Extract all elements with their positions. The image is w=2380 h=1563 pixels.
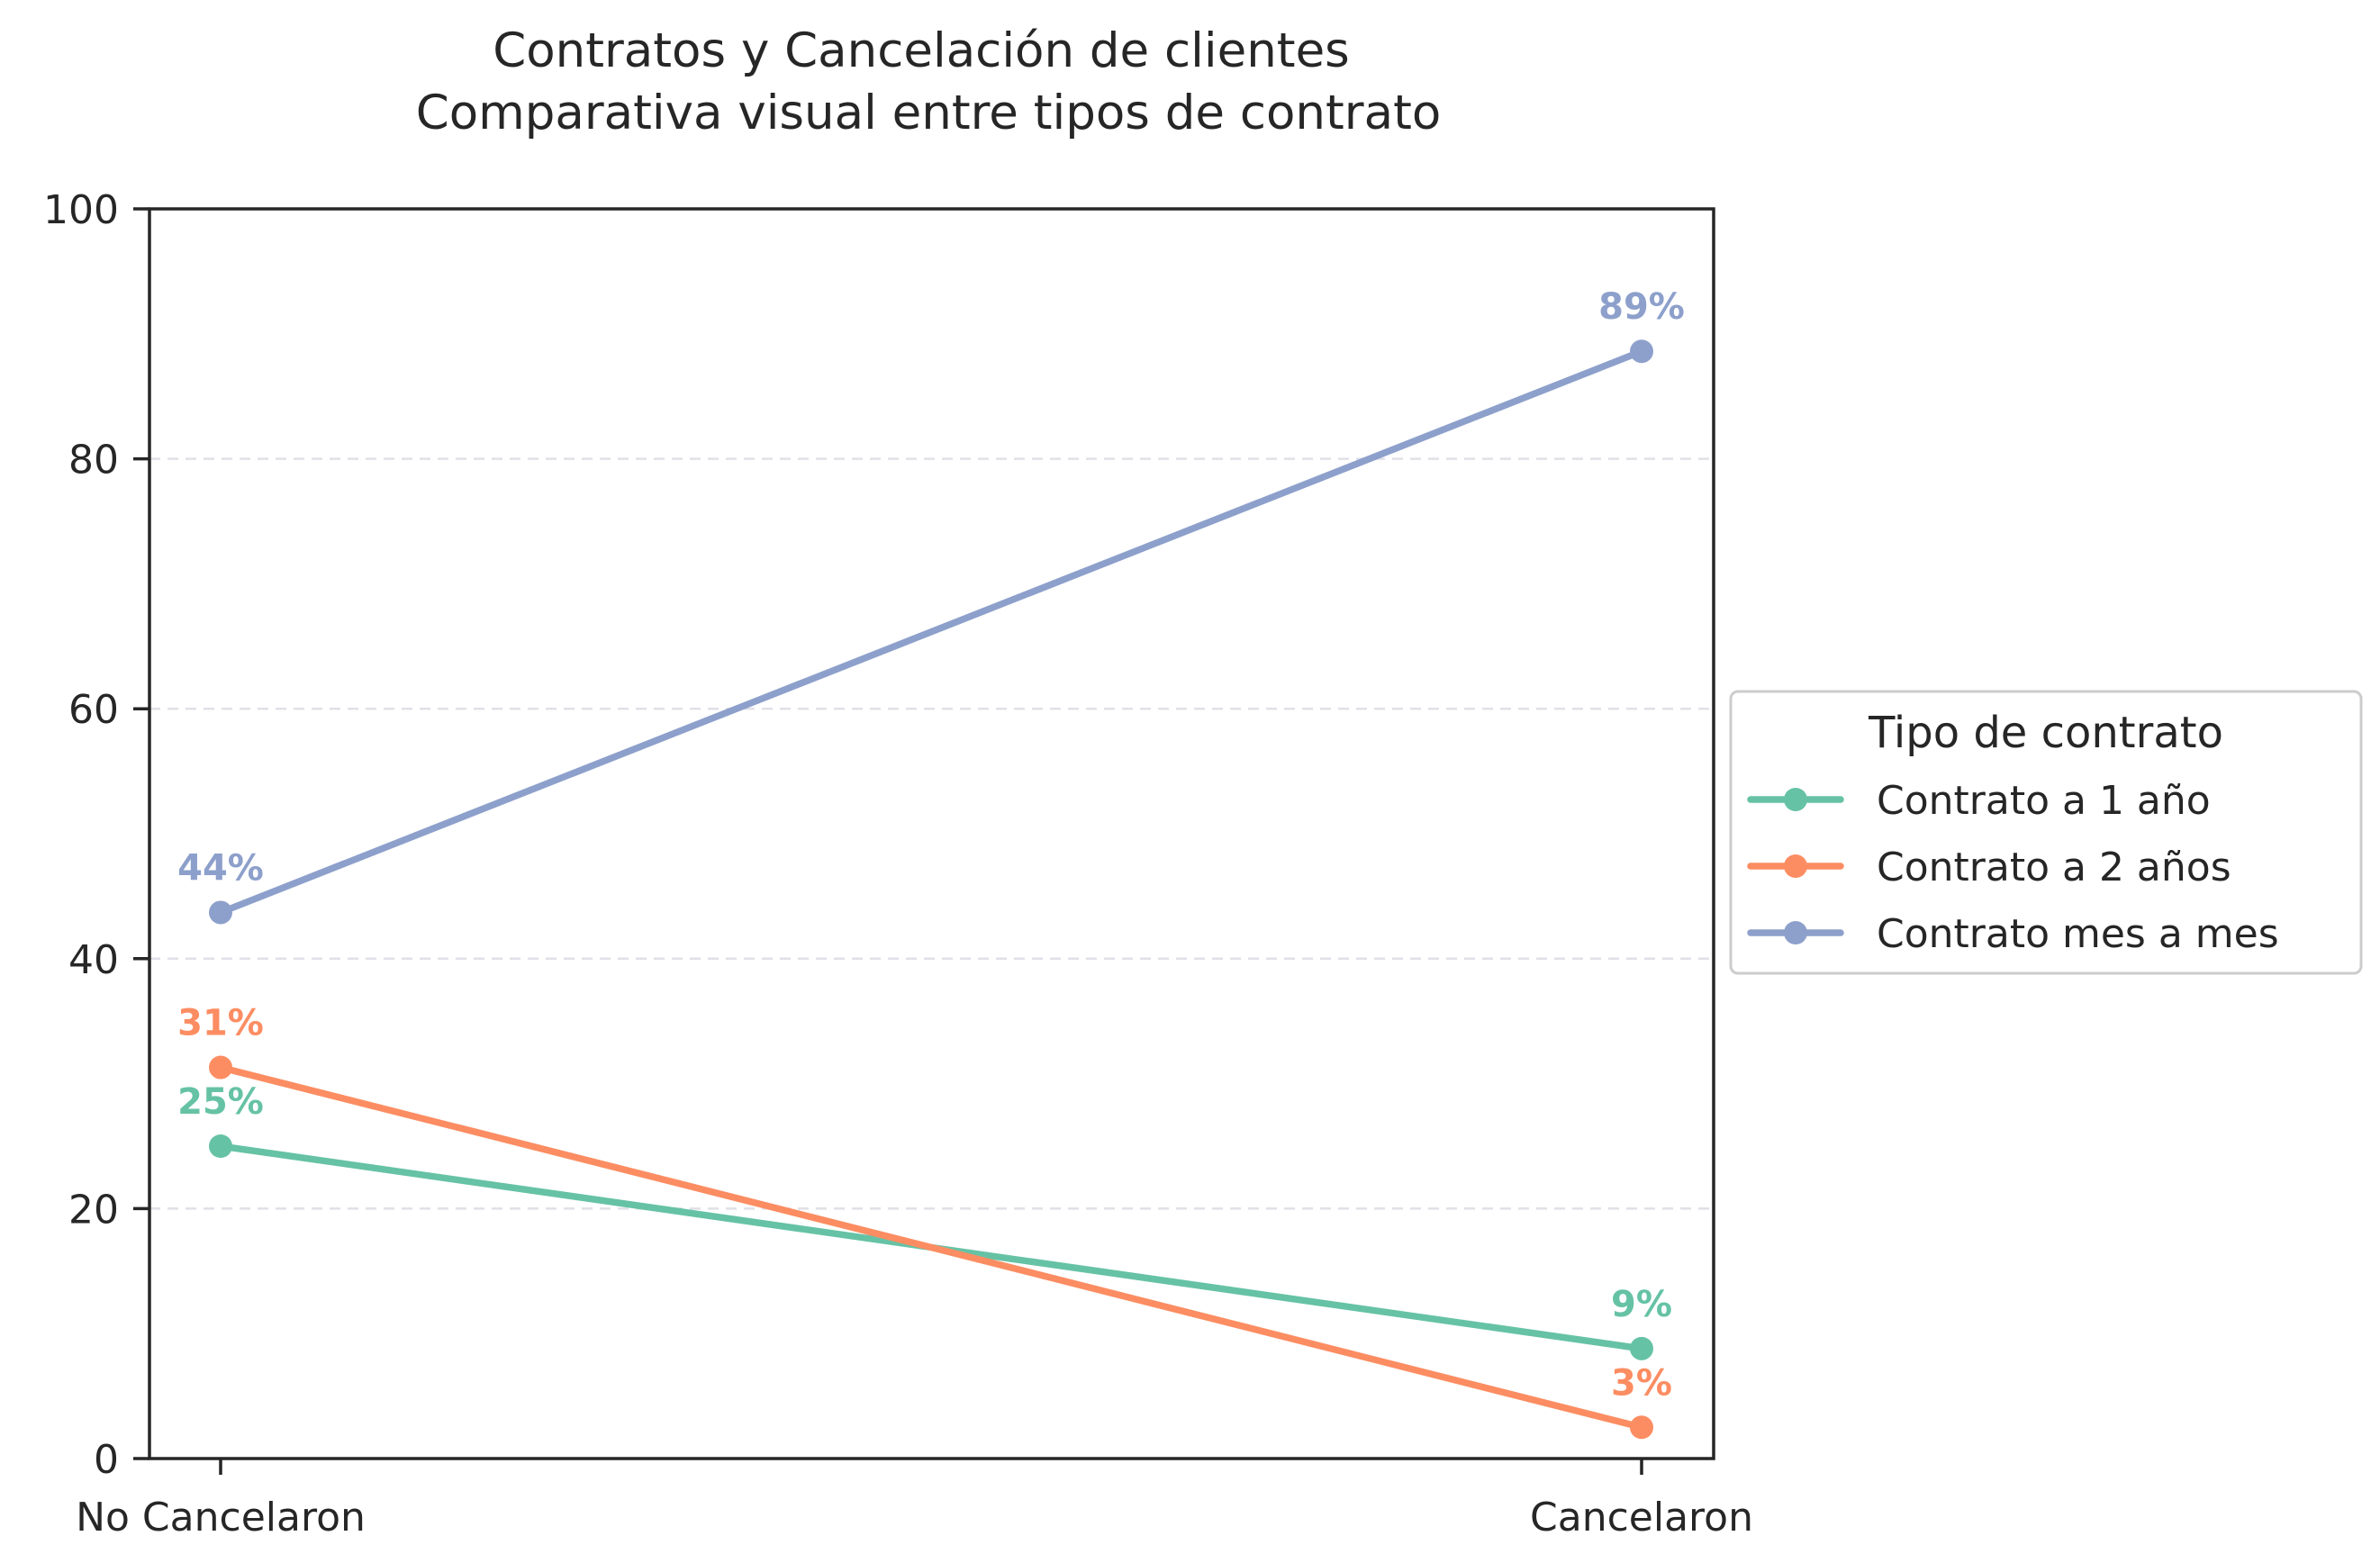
legend-title: Tipo de contrato <box>1868 708 2223 758</box>
series-line <box>217 1063 1645 1432</box>
plot-frame <box>148 207 1715 1460</box>
y-tick-label: 60 <box>68 687 119 733</box>
legend-box <box>1729 690 2363 975</box>
legend-label: Contrato a 1 año <box>1877 778 2211 824</box>
series-3: 44% 89% <box>177 286 1685 925</box>
data-point <box>1630 1415 1653 1440</box>
data-point <box>209 1055 232 1080</box>
legend-item: Contrato a 1 año <box>1747 778 2211 824</box>
series-1: 25% 9% <box>177 1081 1672 1360</box>
data-label: 31% <box>177 1003 264 1044</box>
axes: 0 20 40 60 80 100 No Cancelaron Cancelaron <box>43 187 1753 1540</box>
data-label: 44% <box>177 847 264 889</box>
legend-swatch-marker <box>1784 788 1807 811</box>
y-tick-label: 80 <box>68 438 119 483</box>
legend-item: Contrato mes a mes <box>1747 911 2279 957</box>
series-line <box>217 348 1645 917</box>
data-label: 89% <box>1598 286 1685 328</box>
y-tick-label: 20 <box>68 1187 119 1233</box>
legend-label: Contrato mes a mes <box>1877 911 2279 957</box>
data-label: 25% <box>177 1081 264 1123</box>
plot-border <box>148 207 1715 1460</box>
y-tick-label: 40 <box>68 937 119 983</box>
x-tick-label: Cancelaron <box>1530 1495 1753 1540</box>
data-label: 3% <box>1611 1362 1672 1404</box>
data-point <box>1630 1336 1653 1360</box>
legend-label: Contrato a 2 años <box>1877 845 2231 890</box>
y-tick-label: 100 <box>43 187 119 233</box>
chart-subtitle: Comparativa visual entre tipos de contra… <box>416 86 1442 140</box>
y-tick-label: 0 <box>94 1437 119 1483</box>
data-point <box>1630 339 1653 364</box>
chart-title: Contratos y Cancelación de clientes <box>493 23 1350 78</box>
series-group: 25% 9% 31% 3% 44% 89% <box>177 286 1685 1440</box>
x-tick-label: No Cancelaron <box>76 1495 366 1540</box>
data-point <box>209 1134 232 1158</box>
series-2: 31% 3% <box>177 1003 1672 1440</box>
legend-item: Contrato a 2 años <box>1747 845 2231 890</box>
data-point <box>209 900 232 925</box>
data-label: 9% <box>1611 1284 1672 1325</box>
title-group: Contratos y Cancelación de clientes Comp… <box>416 23 1442 140</box>
grid-lines <box>149 457 1714 1210</box>
legend-swatch-marker <box>1784 854 1807 878</box>
legend-swatch-marker <box>1784 921 1807 944</box>
legend: Tipo de contrato Contrato a 1 año Contrat… <box>1729 690 2363 975</box>
